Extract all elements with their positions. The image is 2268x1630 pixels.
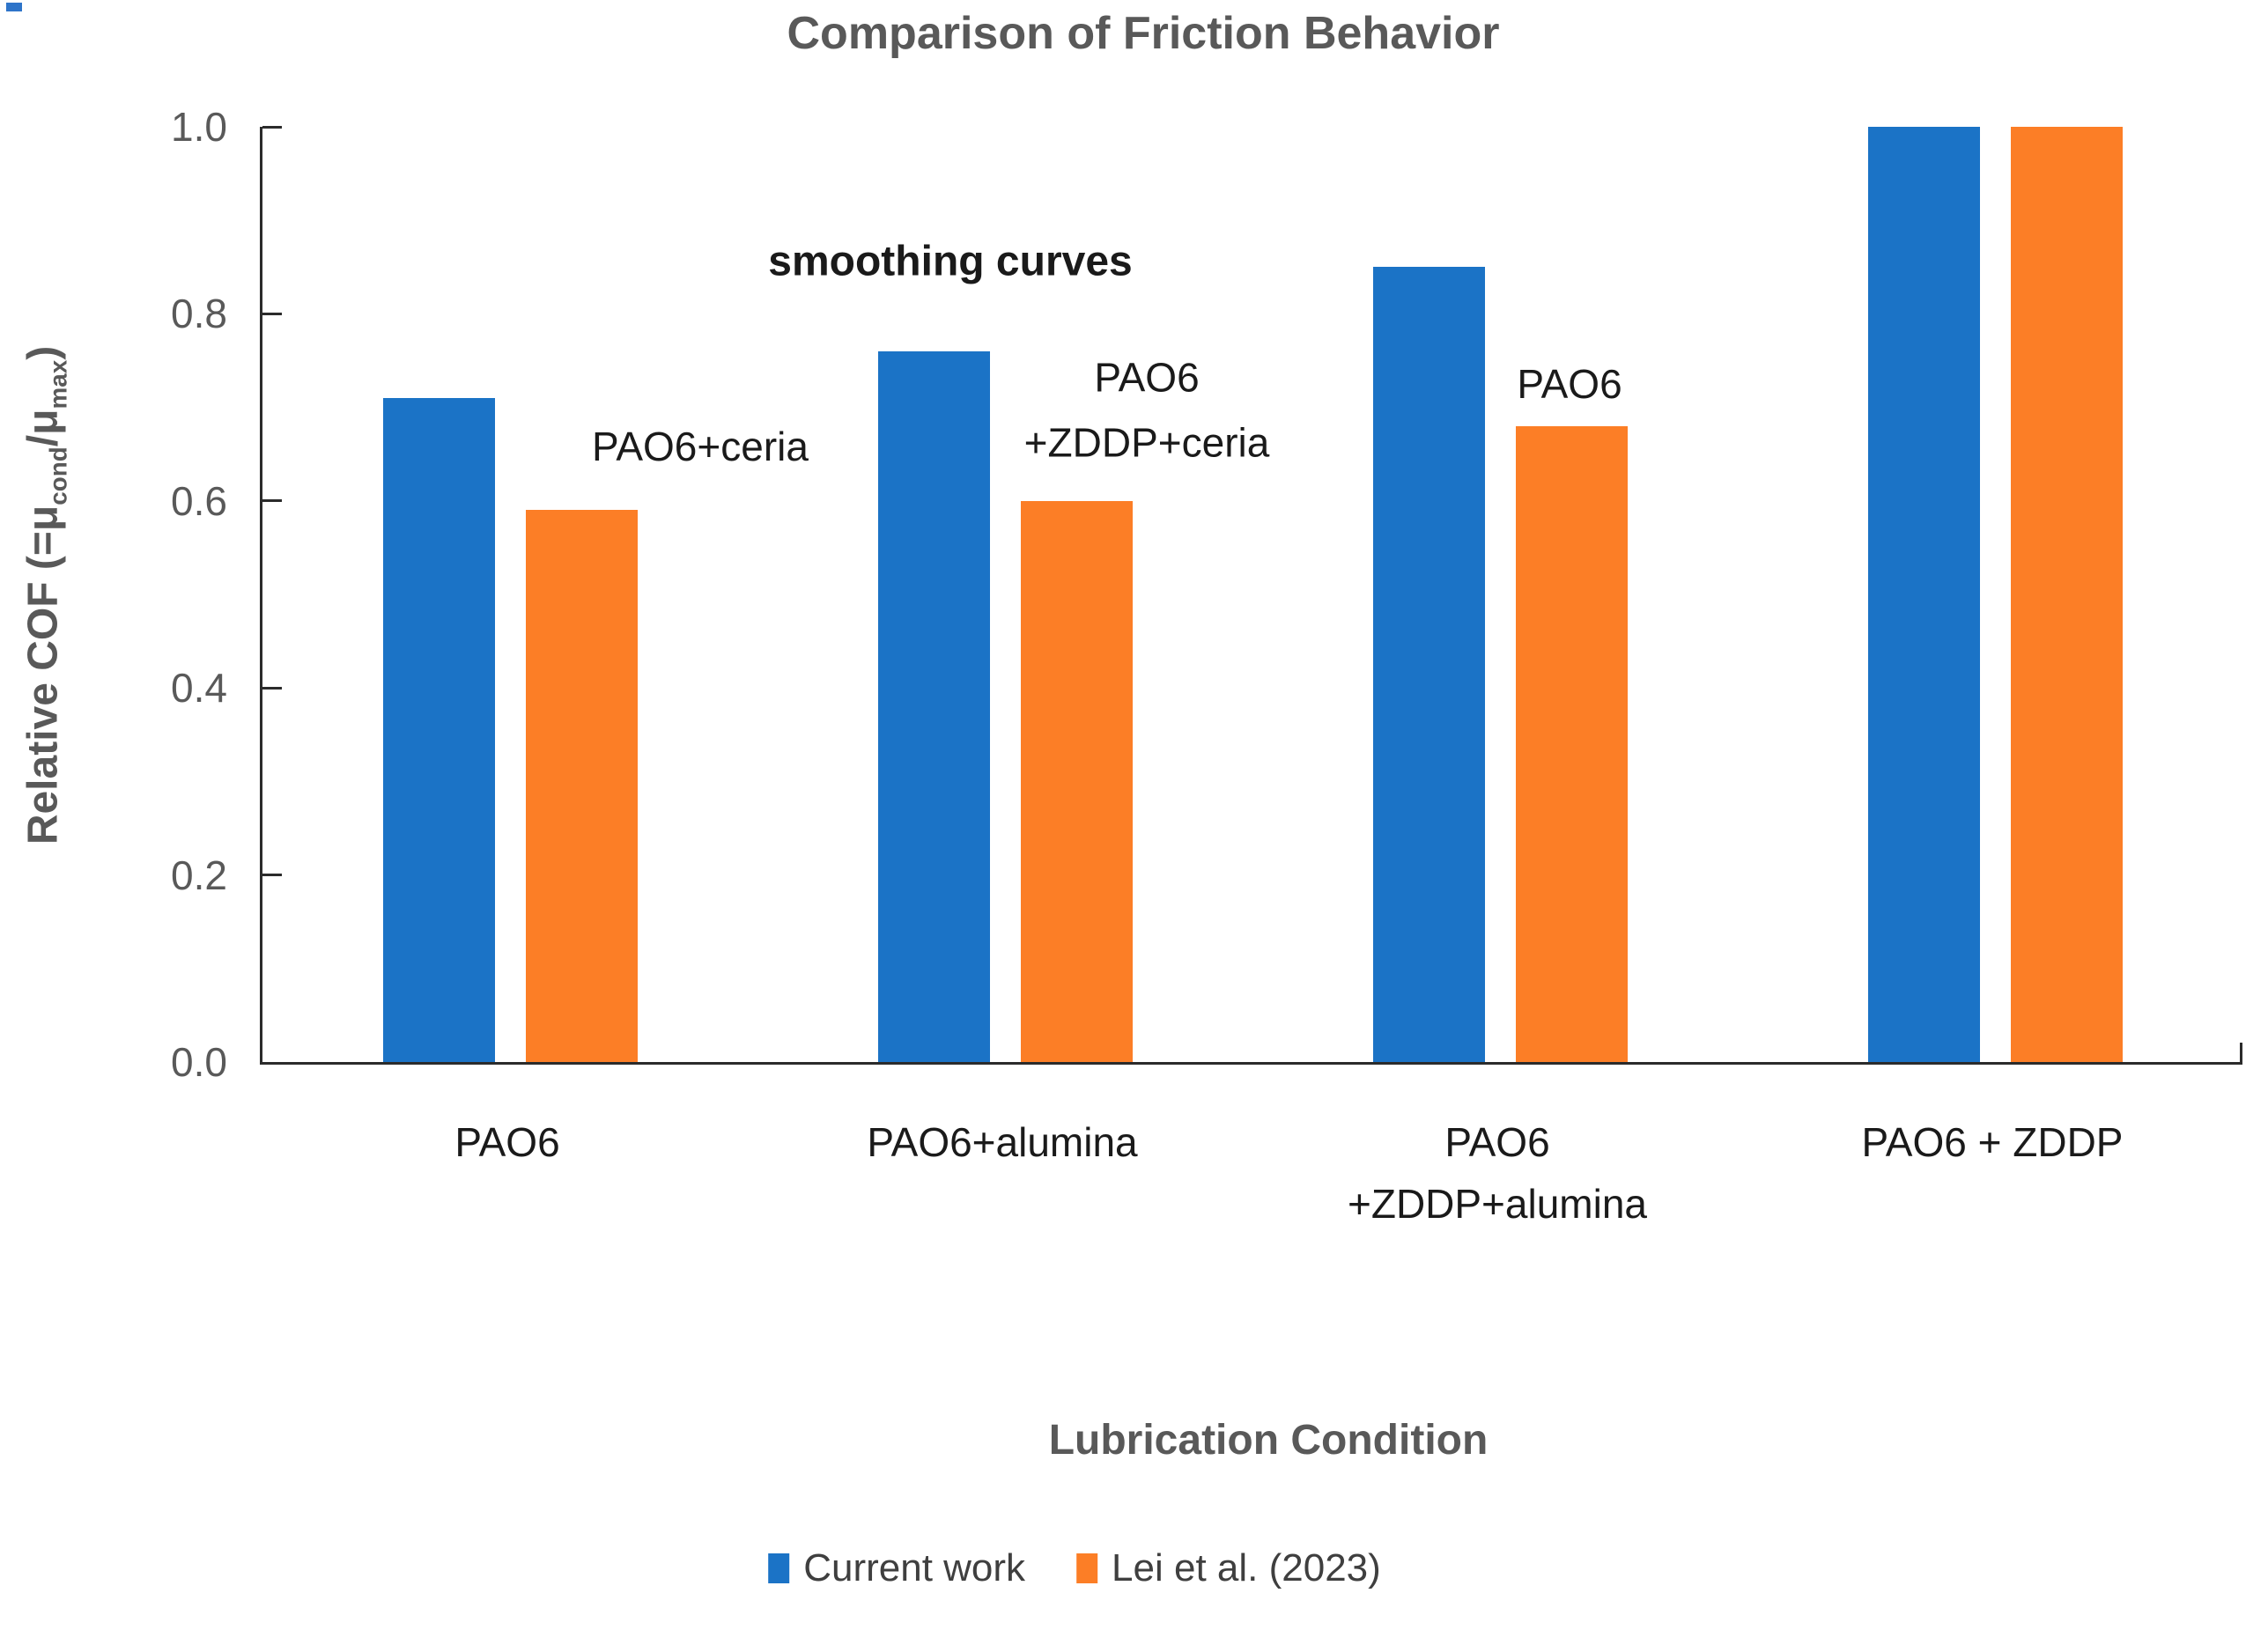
legend-marker-icon [1076,1553,1098,1583]
x-axis-end-tick [2240,1043,2242,1062]
y-tick-mark-0.2 [262,874,282,877]
y-axis-title: Relative COF (=μcond/μmax) [19,346,73,845]
y-axis-title-sub-max: max [44,359,72,409]
legend-item-current-work: Current work [768,1546,1025,1590]
x-category-label-line: PAO6 [1444,1119,1550,1165]
annotation-4: PAO6 [1517,361,1622,408]
bar-lei-et-al-3 [1515,426,1628,1062]
y-tick-label-1.0: 1.0 [171,104,227,150]
legend-label: Lei et al. (2023) [1112,1546,1381,1589]
annotation-3: PAO6 +ZDDP+ceria [1023,354,1270,465]
bar-lei-et-al-4 [2010,127,2123,1062]
y-tick-mark-0.6 [262,499,282,503]
y-tick-label-0.0: 0.0 [171,1039,227,1085]
legend-item-lei-et-al: Lei et al. (2023) [1076,1546,1381,1590]
y-tick-label-0.2: 0.2 [171,852,227,898]
y-tick-mark-0.4 [262,686,282,690]
y-tick-label-0.4: 0.4 [171,665,227,712]
x-category-label-3: PAO6 +ZDDP+alumina [1348,1111,1647,1235]
x-category-label-line: PAO6+alumina [867,1119,1138,1165]
x-category-label-2: PAO6+alumina [867,1111,1137,1173]
y-tick-mark-1.0 [262,125,282,129]
annotation-1: PAO6+ceria [592,424,809,470]
bar-current-work-1 [382,398,495,1062]
bar-lei-et-al-2 [1020,501,1133,1062]
bar-lei-et-al-1 [525,510,638,1062]
x-category-label-line: +ZDDP+alumina [1347,1181,1648,1227]
bar-current-work-3 [1372,267,1485,1062]
x-category-label-4: PAO6 + ZDDP [1862,1111,2124,1173]
legend: Current work Lei et al. (2023) [768,1546,1381,1590]
y-tick-mark-0.8 [262,312,282,315]
plot-area [260,125,2242,1065]
y-axis-title-text: Relative COF (=μ [19,505,67,845]
bar-current-work-4 [1867,127,1980,1062]
x-category-label-1: PAO6 [454,1111,559,1173]
y-axis-title-close: ) [19,345,67,360]
legend-marker-icon [768,1553,790,1583]
bar-current-work-2 [877,351,990,1062]
annotation-2: smoothing curves [768,238,1133,285]
x-axis-title: Lubrication Condition [1048,1417,1489,1464]
x-category-label-line: PAO6 + ZDDP [1861,1119,2124,1165]
y-axis-title-sub-cond: cond [44,446,72,505]
y-axis-title-slash: /μ [19,409,67,447]
x-category-label-line: PAO6 [454,1119,560,1165]
legend-label: Current work [803,1546,1026,1589]
corner-mark-icon [6,3,22,11]
y-tick-label-0.8: 0.8 [171,291,227,337]
chart-title: Comparison of Friction Behavior [787,8,1500,59]
y-tick-label-0.6: 0.6 [171,477,227,524]
